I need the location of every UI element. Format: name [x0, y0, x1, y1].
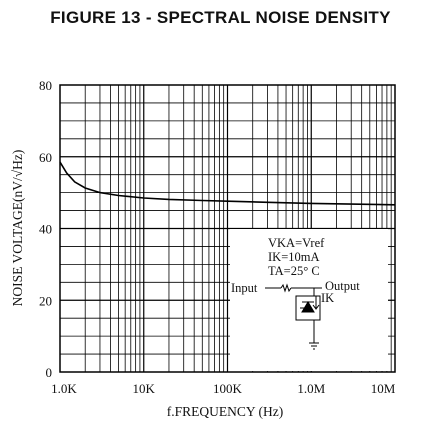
x-tick-label: 1.0M	[297, 381, 325, 396]
chart-title: FIGURE 13 - SPECTRAL NOISE DENSITY	[50, 8, 391, 27]
inset-panel: VKA=Vref IK=10mA TA=25° C Input Output I…	[230, 229, 388, 371]
x-axis-label: f.FREQUENCY (Hz)	[167, 404, 283, 419]
x-tick-label: 10K	[133, 381, 156, 396]
x-tick-label: 1.0K	[51, 381, 77, 396]
plot-frame	[59, 84, 396, 373]
noise-curve	[59, 161, 396, 206]
inset-ik-label: IK	[321, 291, 334, 305]
inset-line-2: IK=10mA	[268, 250, 320, 264]
y-tick-label: 0	[46, 365, 53, 380]
inset-input-label: Input	[231, 281, 258, 295]
y-tick-label: 40	[39, 222, 52, 237]
inset-line-1: VKA=Vref	[268, 236, 325, 250]
y-tick-label: 80	[39, 78, 52, 93]
x-tick-label: 10M	[371, 381, 396, 396]
y-axis-label: NOISE VOLTAGE(nV/√Hz)	[10, 150, 25, 307]
inset-output-label: Output	[325, 279, 360, 293]
y-tick-label: 60	[39, 150, 52, 165]
inset-line-3: TA=25° C	[268, 264, 320, 278]
tick-labels: 0 20 40 60 80 1.0K 10K 100K 1.0M 10M	[39, 78, 396, 396]
x-tick-label: 100K	[213, 381, 243, 396]
y-tick-label: 20	[39, 293, 52, 308]
regulator-schematic-icon	[265, 283, 322, 350]
